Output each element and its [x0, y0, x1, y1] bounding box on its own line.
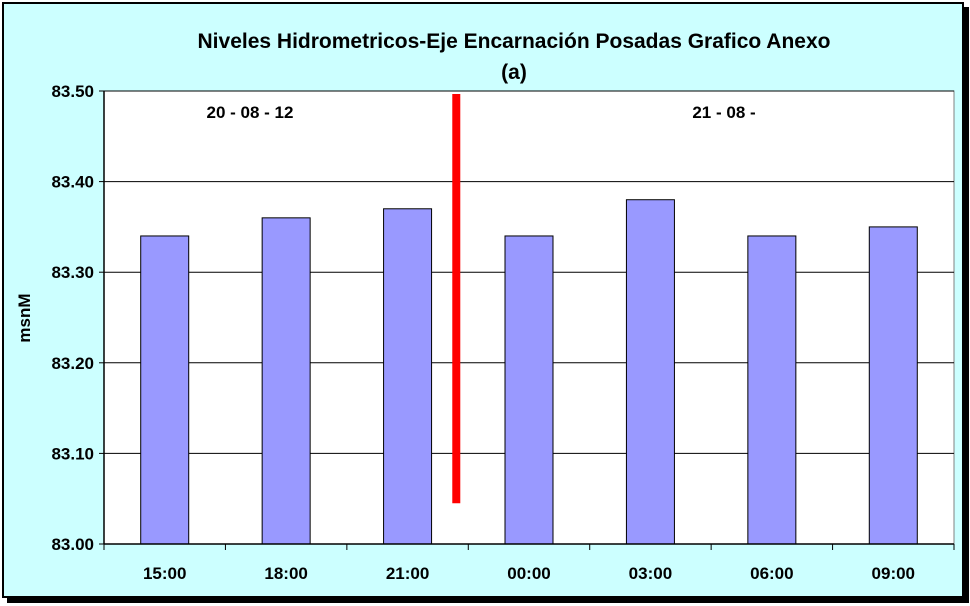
bar	[383, 208, 433, 545]
y-tick-label: 83.40	[51, 173, 94, 192]
annotation-date-2: 21 - 08 -	[692, 103, 755, 122]
x-tick-label: 18:00	[264, 564, 307, 583]
y-tick-label: 83.50	[51, 82, 94, 101]
bar	[868, 226, 918, 545]
chart-title: Niveles Hidrometricos-Eje Encarnación Po…	[198, 30, 831, 53]
bar	[504, 235, 554, 545]
chart-subtitle: (a)	[501, 61, 527, 84]
y-tick-label: 83.30	[51, 263, 94, 282]
y-axis-label: msnM	[15, 293, 34, 342]
bar	[261, 217, 311, 545]
bar	[747, 235, 797, 545]
bar	[140, 235, 190, 545]
y-tick-label: 83.20	[51, 354, 94, 373]
x-tick-label: 15:00	[143, 564, 186, 583]
x-tick-label: 09:00	[872, 564, 915, 583]
x-tick-label: 06:00	[750, 564, 793, 583]
x-tick-label: 21:00	[386, 564, 429, 583]
x-tick-label: 03:00	[629, 564, 672, 583]
annotation-date-1: 20 - 08 - 12	[207, 103, 294, 122]
y-tick-label: 83.10	[51, 444, 94, 463]
x-tick-label: 00:00	[507, 564, 550, 583]
y-tick-label: 83.00	[51, 535, 94, 554]
bar	[625, 199, 675, 545]
